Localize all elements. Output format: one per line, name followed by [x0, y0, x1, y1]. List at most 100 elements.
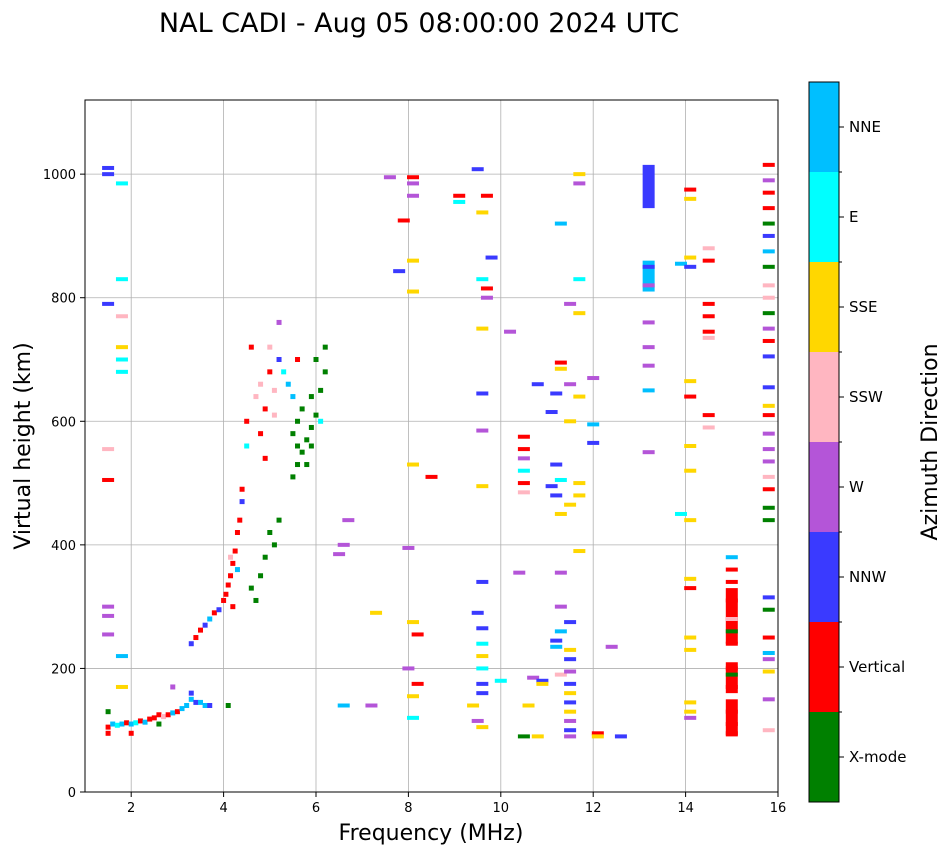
echo-point — [342, 518, 355, 523]
echo-point — [642, 363, 655, 368]
echo-point — [253, 597, 259, 603]
echo-point — [170, 710, 176, 716]
echo-point — [642, 320, 655, 325]
echo-point — [114, 722, 120, 728]
echo-point — [476, 210, 489, 215]
echo-point — [531, 734, 544, 739]
colorbar-tick-label: E — [849, 208, 858, 226]
echo-point — [564, 419, 577, 424]
echo-point — [573, 549, 586, 554]
echo-point — [248, 344, 254, 350]
echo-point — [295, 357, 301, 362]
x-axis-ticks: 2 4 6 8 10 12 14 16 — [127, 792, 786, 816]
echo-point — [193, 699, 199, 705]
x-tick-label: 8 — [404, 801, 412, 816]
echo-point — [308, 424, 314, 430]
echo-point — [476, 666, 489, 671]
echo-point — [142, 719, 148, 725]
echo-point — [281, 369, 287, 375]
echo-point — [702, 301, 715, 306]
echo-point — [494, 678, 507, 683]
echo-point — [476, 654, 489, 659]
echo-point — [550, 462, 563, 467]
x-axis-label: Frequency (MHz) — [339, 821, 524, 846]
echo-point — [402, 545, 415, 550]
colorbar-tick-label: X-mode — [849, 748, 906, 766]
echo-point — [295, 443, 301, 449]
colorbar-segment — [809, 532, 839, 622]
echo-band — [725, 588, 738, 644]
echo-point — [642, 264, 655, 269]
echo-point — [295, 418, 301, 424]
echo-point — [762, 178, 775, 183]
echo-point — [762, 657, 775, 662]
echo-point — [225, 582, 231, 588]
echo-point — [684, 586, 697, 591]
echo-point — [115, 277, 128, 282]
echo-point — [504, 329, 517, 334]
echo-point — [684, 444, 697, 448]
echo-point — [170, 684, 176, 690]
echo-point — [762, 447, 775, 452]
echo-point — [564, 502, 577, 507]
echo-point — [453, 193, 466, 198]
echo-point — [179, 706, 185, 712]
echo-band — [642, 164, 655, 209]
colorbar-segment — [809, 712, 839, 802]
echo-point — [248, 585, 254, 591]
echo-point — [587, 376, 600, 381]
y-tick-label: 600 — [51, 415, 76, 430]
echo-point — [564, 728, 577, 733]
echo-point — [642, 388, 655, 393]
grid-lines — [85, 100, 779, 793]
echo-point — [550, 391, 563, 396]
echo-point — [110, 721, 116, 727]
echo-point — [258, 431, 264, 437]
echo-point — [102, 632, 115, 637]
echo-point — [725, 722, 738, 727]
echo-point — [453, 199, 466, 204]
x-tick-label: 10 — [493, 801, 510, 816]
echo-point — [517, 481, 530, 486]
echo-point — [299, 406, 305, 412]
echo-point — [564, 718, 577, 723]
echo-point — [276, 357, 282, 362]
echo-point — [115, 314, 128, 319]
echo-point — [102, 165, 115, 170]
echo-point — [115, 684, 128, 689]
echo-point — [184, 703, 190, 708]
echo-point — [425, 474, 438, 479]
echo-point — [258, 381, 264, 387]
echo-point — [267, 369, 273, 375]
colorbar-segment — [809, 352, 839, 442]
echo-point — [304, 437, 310, 443]
echo-point — [674, 511, 687, 516]
echo-point — [554, 672, 567, 677]
x-tick-label: 6 — [312, 801, 320, 816]
echo-point — [207, 703, 213, 708]
echo-point — [684, 647, 697, 652]
echo-point — [253, 394, 259, 400]
echo-point — [762, 650, 775, 655]
echo-point — [702, 335, 715, 340]
echo-point — [517, 456, 530, 461]
echo-point — [762, 403, 775, 408]
echo-point — [407, 462, 420, 467]
echo-point — [573, 172, 586, 177]
echo-point — [642, 450, 655, 455]
colorbar-label: Azimuth Direction — [918, 343, 943, 540]
echo-point — [642, 283, 655, 288]
echo-point — [591, 734, 604, 739]
echo-point — [614, 734, 627, 739]
echo-point — [702, 413, 715, 418]
echo-point — [725, 555, 738, 560]
echo-point — [587, 422, 600, 427]
echo-point — [237, 517, 243, 523]
echo-point — [480, 193, 493, 198]
echo-point — [156, 721, 162, 727]
echo-point — [115, 369, 128, 374]
echo-point — [232, 548, 238, 554]
echo-point — [605, 644, 618, 649]
echo-point — [554, 366, 567, 371]
echo-point — [267, 530, 273, 535]
